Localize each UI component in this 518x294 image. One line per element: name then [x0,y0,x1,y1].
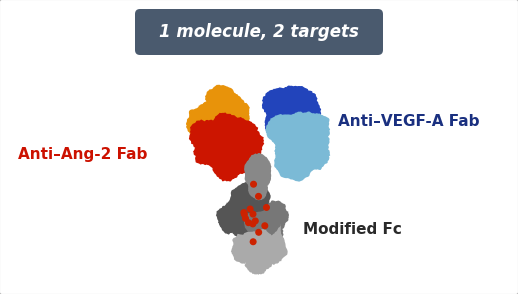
Polygon shape [193,118,232,151]
Text: Modified Fc: Modified Fc [303,223,402,238]
Polygon shape [243,192,269,216]
Polygon shape [234,201,261,229]
Polygon shape [220,117,261,152]
Polygon shape [247,217,271,242]
Polygon shape [217,98,250,134]
Circle shape [250,211,256,217]
Polygon shape [237,200,274,233]
Polygon shape [265,114,304,146]
Polygon shape [240,216,264,240]
Polygon shape [212,153,241,182]
Polygon shape [274,131,305,166]
Polygon shape [289,111,330,146]
Polygon shape [275,121,324,165]
Polygon shape [205,85,237,115]
Polygon shape [247,198,274,220]
Circle shape [241,210,247,216]
Polygon shape [248,176,268,200]
Text: Anti–VEGF-A Fab: Anti–VEGF-A Fab [338,114,480,129]
Polygon shape [244,202,281,238]
Polygon shape [265,105,294,136]
Polygon shape [196,95,248,141]
Polygon shape [265,108,306,143]
Polygon shape [250,244,275,269]
Polygon shape [281,111,316,149]
Polygon shape [216,201,247,235]
Polygon shape [283,107,308,136]
Circle shape [250,239,256,245]
Polygon shape [238,229,279,266]
Polygon shape [227,127,264,164]
Polygon shape [270,86,307,115]
Polygon shape [277,86,318,119]
Polygon shape [229,181,270,213]
Circle shape [250,221,255,227]
Polygon shape [209,113,244,148]
Circle shape [246,220,251,225]
Circle shape [243,216,248,221]
Polygon shape [294,127,329,163]
Polygon shape [193,103,226,131]
Polygon shape [232,231,259,259]
Text: Anti–Ang-2 Fab: Anti–Ang-2 Fab [18,148,148,163]
Polygon shape [266,201,286,219]
Polygon shape [223,195,265,235]
Polygon shape [231,240,256,264]
Polygon shape [274,139,318,182]
Polygon shape [203,125,254,172]
Circle shape [252,218,258,224]
Circle shape [264,205,269,210]
Polygon shape [186,108,215,136]
Polygon shape [244,219,271,248]
Polygon shape [252,229,287,265]
Polygon shape [208,90,248,127]
Polygon shape [267,90,314,133]
Polygon shape [262,88,293,118]
FancyBboxPatch shape [135,9,383,55]
Polygon shape [189,119,229,154]
Polygon shape [229,193,260,220]
Polygon shape [224,198,249,221]
Polygon shape [295,141,330,171]
Circle shape [256,193,261,199]
Polygon shape [254,218,283,248]
Polygon shape [290,97,321,124]
Circle shape [247,206,253,212]
Circle shape [241,212,247,217]
Text: 1 molecule, 2 targets: 1 molecule, 2 targets [159,23,359,41]
Polygon shape [232,215,257,240]
Polygon shape [224,141,257,174]
Polygon shape [244,153,271,191]
Polygon shape [193,140,223,165]
Circle shape [262,223,268,228]
Polygon shape [251,218,283,251]
Polygon shape [231,206,266,241]
Circle shape [256,230,262,235]
Polygon shape [260,205,289,230]
Polygon shape [220,115,247,143]
Polygon shape [244,250,272,275]
Circle shape [251,181,256,187]
